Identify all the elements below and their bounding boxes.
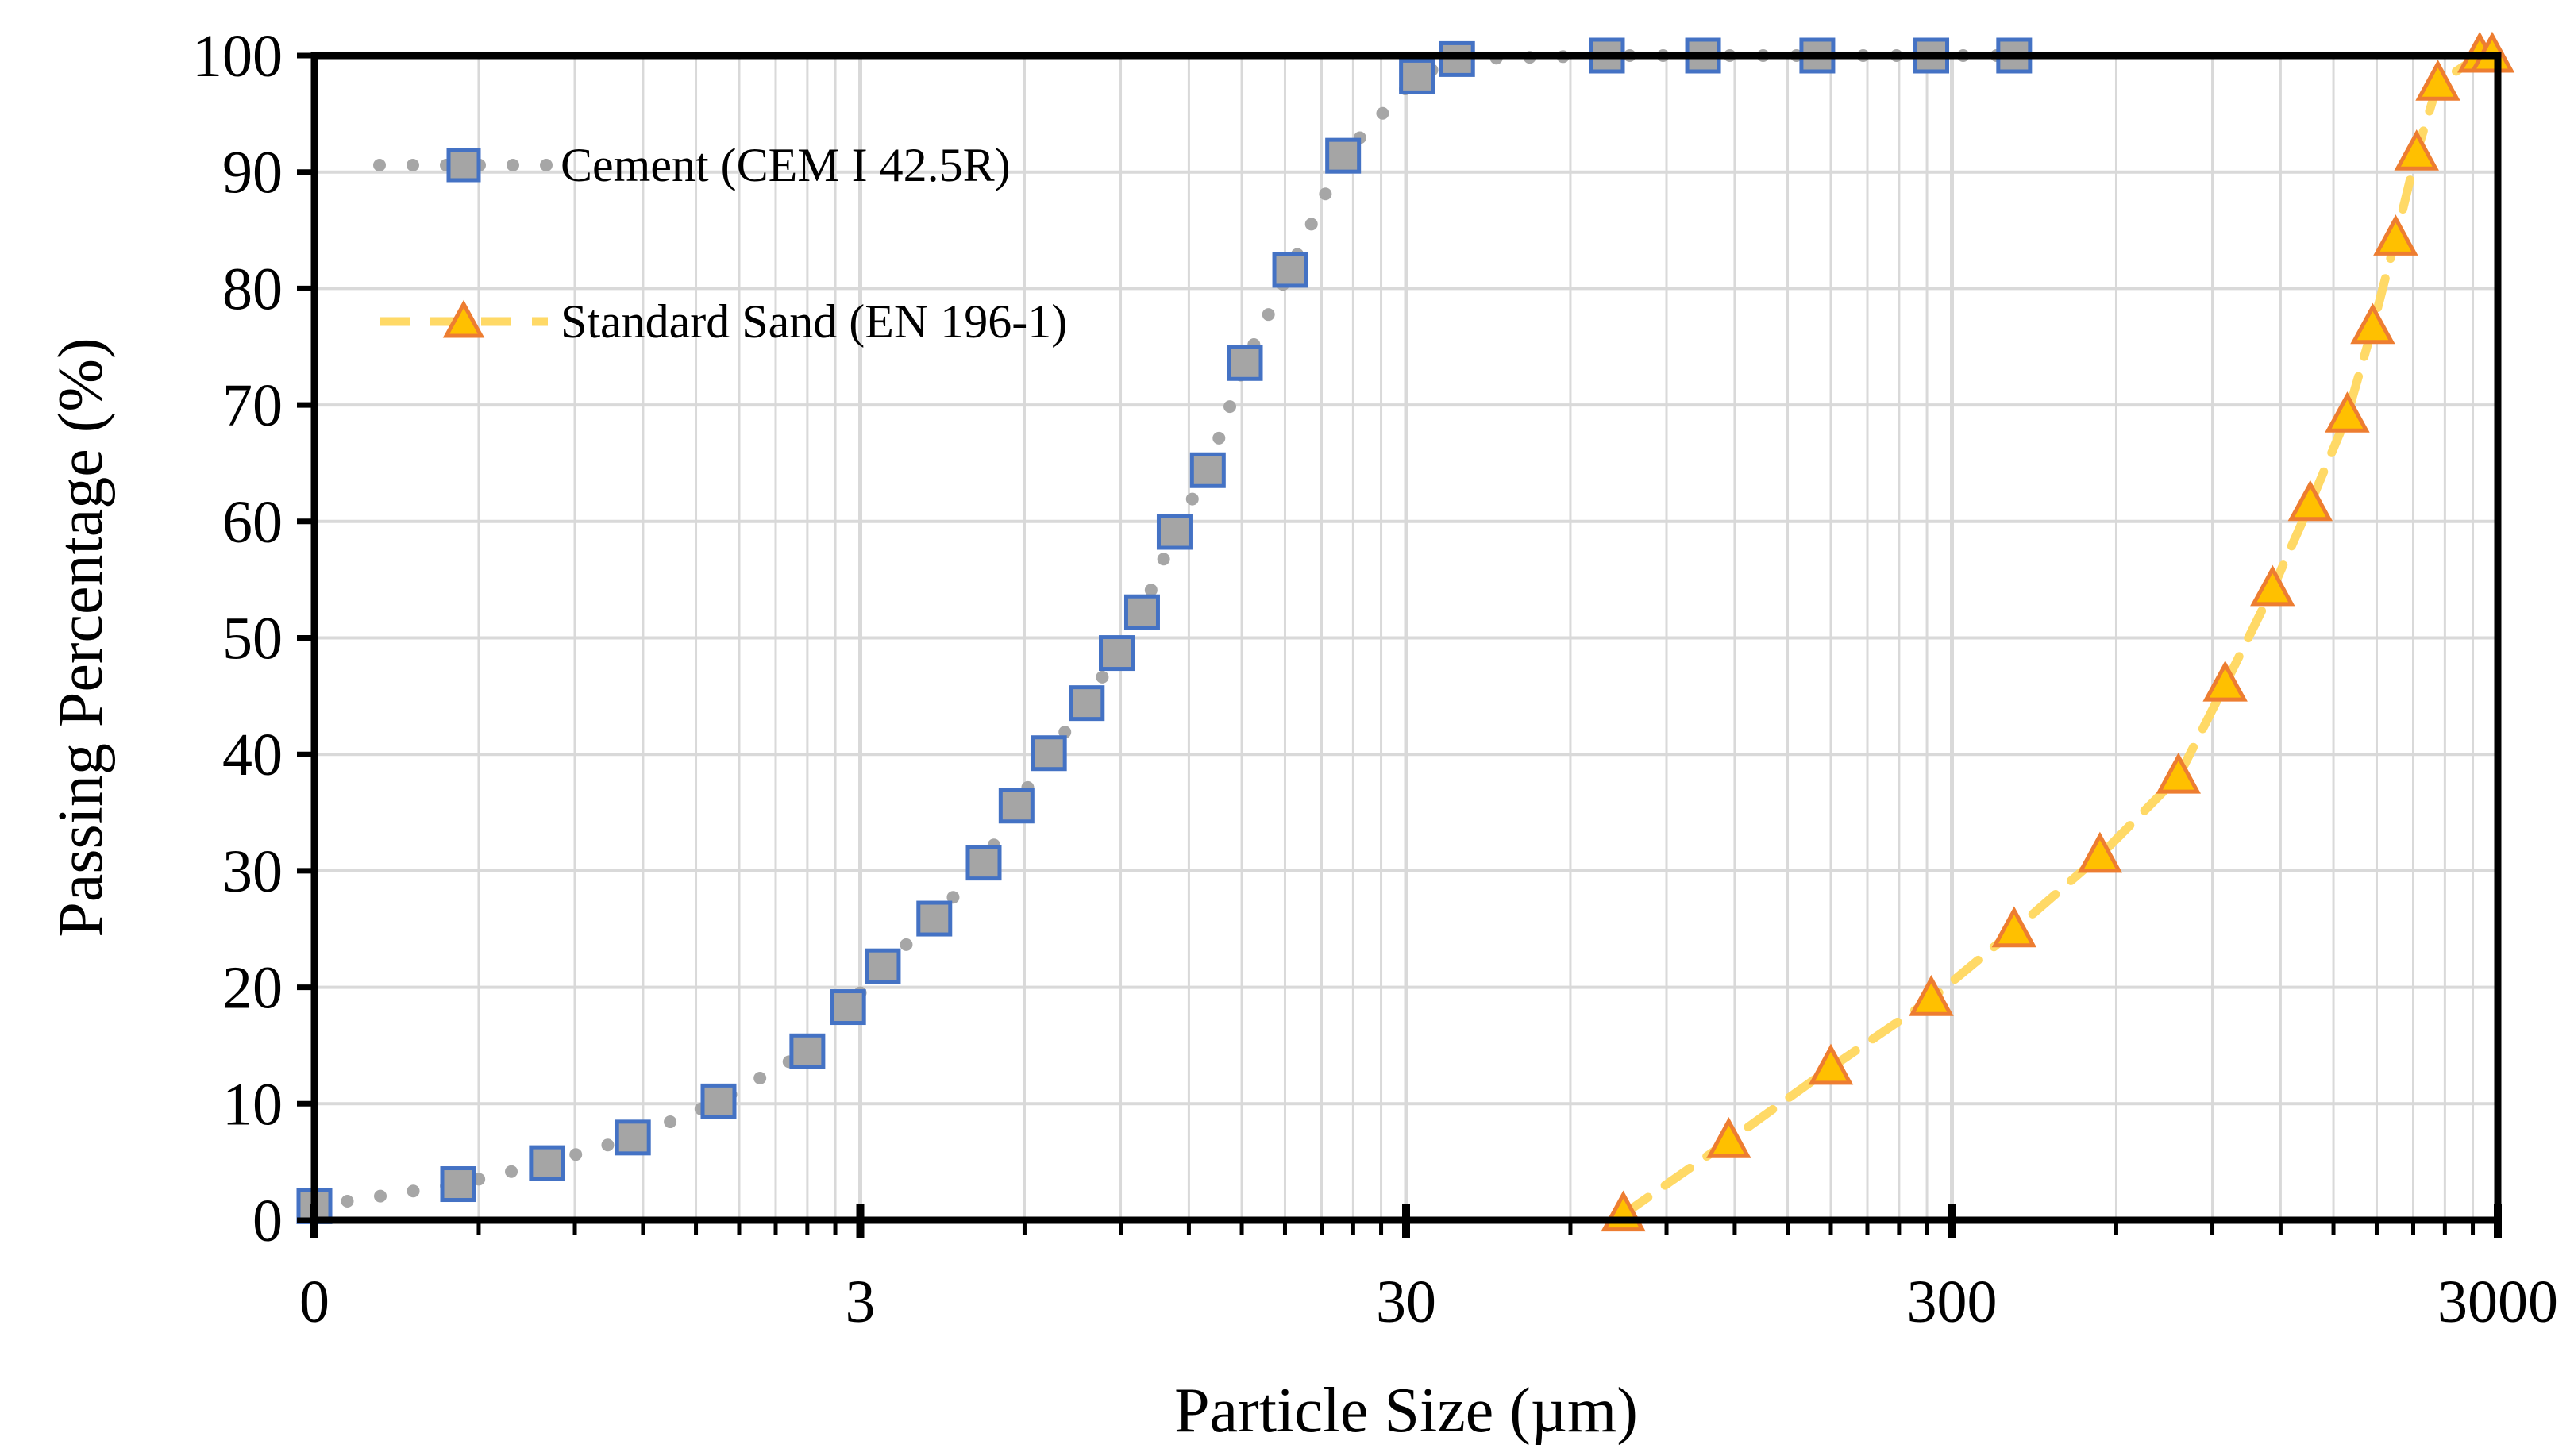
cement-series-line: [308, 49, 2021, 1213]
cement-point: [1189, 452, 1226, 488]
sand-point: [2415, 59, 2460, 101]
sand-point: [2156, 752, 2202, 794]
cement-point: [1099, 635, 1135, 672]
cement-point: [998, 788, 1035, 824]
cement-point: [1123, 594, 1160, 630]
sand-point: [2250, 564, 2295, 607]
cement-point: [529, 1145, 565, 1181]
y-tick-label: 60: [222, 489, 283, 556]
cement-point: [615, 1119, 651, 1156]
cement-point: [1399, 58, 1435, 94]
sand-point: [2350, 302, 2395, 345]
y-tick-label: 50: [222, 606, 283, 672]
cement-point: [1156, 514, 1193, 550]
legend-entry-cement: Cement (CEM I 42.5R): [373, 139, 1011, 191]
x-tick-label: 30: [1376, 1269, 1436, 1335]
x-tick-label: 3: [846, 1269, 876, 1335]
cement-point: [1227, 345, 1263, 381]
y-tick-label: 80: [222, 256, 283, 322]
sand-point: [2287, 480, 2333, 522]
cement-point: [865, 948, 901, 984]
cement-point: [830, 989, 866, 1026]
y-tick-label: 40: [222, 722, 283, 788]
y-tick-label: 20: [222, 955, 283, 1022]
cement-point: [700, 1083, 737, 1119]
cement-point: [440, 1166, 476, 1203]
y-tick-label: 90: [222, 140, 283, 206]
cement-point: [916, 900, 953, 937]
tick-labels: 0 10 20 30 40 50 60 70 80 90 100 0 3 30 300 3000: [192, 23, 2558, 1335]
sand-point: [2373, 214, 2418, 256]
x-tick-label: 300: [1907, 1269, 1998, 1335]
x-tick-label: 0: [299, 1269, 329, 1335]
x-tick-label: 3000: [2437, 1269, 2558, 1335]
y-tick-label: 100: [192, 23, 283, 90]
cement-point: [965, 845, 1002, 881]
y-tick-label: 30: [222, 838, 283, 905]
legend-entry-sand: Standard Sand (EN 196-1): [380, 295, 1067, 348]
cement-point: [1069, 685, 1105, 722]
cement-point: [1031, 735, 1067, 772]
sand-point: [1991, 906, 2037, 948]
legend-sand-marker: [442, 299, 485, 338]
legend: Cement (CEM I 42.5R) Standard Sand (EN 1…: [373, 139, 1067, 348]
cement-point: [789, 1033, 826, 1069]
sand-point: [2077, 831, 2123, 873]
cement-point: [1325, 137, 1362, 174]
x-axis-title: Particle Size (µm): [1174, 1376, 1638, 1446]
sand-point: [1706, 1117, 1751, 1158]
sand-point: [1909, 975, 1954, 1016]
sand-point: [1808, 1043, 1854, 1085]
y-tick-label: 70: [222, 372, 283, 439]
legend-cement-label: Cement (CEM I 42.5R): [561, 139, 1011, 191]
sand-series-line: [1619, 51, 2497, 1219]
legend-sand-label: Standard Sand (EN 196-1): [561, 295, 1067, 348]
sand-point: [2325, 391, 2370, 433]
sand-point: [1601, 1190, 1646, 1232]
legend-cement-marker: [446, 148, 481, 183]
axis-ticks: [297, 52, 2502, 1238]
series-layer: [296, 31, 2515, 1232]
y-axis-title: Passing Percentage (%): [46, 337, 116, 937]
cement-point: [1272, 252, 1308, 288]
y-tick-label: 10: [222, 1071, 283, 1138]
y-tick-label: 0: [252, 1188, 283, 1254]
sand-point: [2394, 129, 2439, 171]
sand-point: [2202, 660, 2248, 702]
